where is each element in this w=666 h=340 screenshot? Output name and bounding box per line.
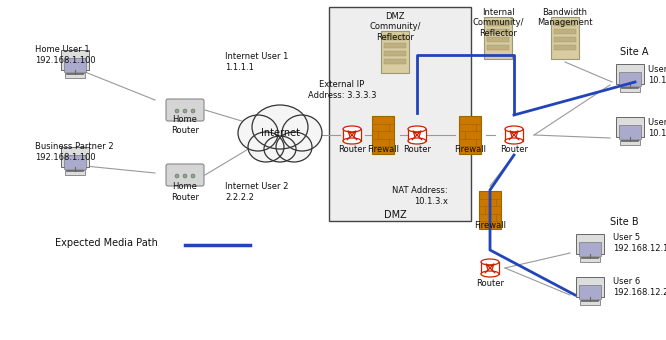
Ellipse shape — [408, 138, 426, 144]
FancyBboxPatch shape — [488, 29, 509, 34]
FancyBboxPatch shape — [64, 58, 86, 72]
FancyBboxPatch shape — [61, 50, 89, 70]
Text: DMZ: DMZ — [384, 210, 406, 220]
Ellipse shape — [282, 115, 322, 151]
FancyBboxPatch shape — [488, 37, 509, 42]
Ellipse shape — [252, 105, 308, 149]
FancyBboxPatch shape — [554, 21, 575, 26]
FancyBboxPatch shape — [484, 17, 512, 59]
Text: Home
Router: Home Router — [171, 115, 199, 135]
FancyBboxPatch shape — [554, 29, 575, 34]
FancyBboxPatch shape — [619, 125, 641, 139]
Circle shape — [183, 109, 187, 113]
Text: User 3
10.1.2.10: User 3 10.1.2.10 — [648, 65, 666, 85]
Text: User 6
192.168.12.2: User 6 192.168.12.2 — [613, 277, 666, 297]
Text: Business Partner 2
192.168.1.100: Business Partner 2 192.168.1.100 — [35, 142, 114, 162]
Circle shape — [191, 174, 195, 178]
FancyBboxPatch shape — [579, 242, 601, 256]
Text: Bandwidth
Management: Bandwidth Management — [537, 8, 593, 28]
Circle shape — [175, 174, 179, 178]
FancyBboxPatch shape — [64, 155, 86, 169]
Circle shape — [191, 109, 195, 113]
Text: Firewall: Firewall — [367, 146, 399, 154]
Ellipse shape — [264, 136, 296, 162]
Ellipse shape — [481, 271, 499, 277]
Ellipse shape — [343, 138, 361, 144]
Ellipse shape — [276, 132, 312, 162]
Text: Home
Router: Home Router — [171, 182, 199, 202]
FancyBboxPatch shape — [576, 234, 604, 254]
Ellipse shape — [408, 126, 426, 132]
FancyBboxPatch shape — [488, 45, 509, 50]
FancyBboxPatch shape — [580, 257, 600, 262]
Text: Site B: Site B — [610, 217, 639, 227]
Circle shape — [183, 174, 187, 178]
FancyBboxPatch shape — [616, 117, 644, 137]
FancyBboxPatch shape — [384, 51, 406, 56]
FancyBboxPatch shape — [616, 64, 644, 84]
Text: Home User 1
192.168.1.100: Home User 1 192.168.1.100 — [35, 45, 96, 65]
FancyBboxPatch shape — [481, 262, 499, 274]
Text: Internal
Community/
Reflector: Internal Community/ Reflector — [472, 8, 523, 38]
FancyBboxPatch shape — [61, 147, 89, 167]
FancyBboxPatch shape — [619, 72, 641, 86]
FancyBboxPatch shape — [384, 35, 406, 40]
Text: Expected Media Path: Expected Media Path — [55, 238, 158, 248]
Text: Internet: Internet — [260, 128, 300, 138]
Ellipse shape — [505, 126, 523, 132]
Text: Internet User 1
1.1.1.1: Internet User 1 1.1.1.1 — [225, 52, 288, 72]
FancyBboxPatch shape — [576, 277, 604, 297]
FancyBboxPatch shape — [384, 43, 406, 48]
FancyBboxPatch shape — [459, 116, 481, 154]
FancyBboxPatch shape — [343, 129, 361, 141]
FancyBboxPatch shape — [384, 59, 406, 64]
FancyBboxPatch shape — [408, 129, 426, 141]
FancyBboxPatch shape — [65, 170, 85, 175]
FancyBboxPatch shape — [554, 37, 575, 42]
FancyBboxPatch shape — [166, 99, 204, 121]
FancyBboxPatch shape — [551, 17, 579, 59]
FancyBboxPatch shape — [554, 45, 575, 50]
Text: DMZ
Community/
Reflector: DMZ Community/ Reflector — [369, 12, 421, 42]
Text: NAT Address:
10.1.3.x: NAT Address: 10.1.3.x — [392, 186, 448, 206]
FancyBboxPatch shape — [579, 285, 601, 299]
FancyBboxPatch shape — [381, 31, 409, 73]
Ellipse shape — [343, 126, 361, 132]
FancyBboxPatch shape — [580, 300, 600, 305]
FancyBboxPatch shape — [65, 73, 85, 78]
Text: Site A: Site A — [620, 47, 649, 57]
Ellipse shape — [238, 115, 278, 151]
Text: Router: Router — [338, 146, 366, 154]
Text: Firewall: Firewall — [474, 221, 506, 231]
Ellipse shape — [505, 138, 523, 144]
Text: Router: Router — [476, 278, 504, 288]
FancyBboxPatch shape — [479, 191, 501, 229]
Text: Internet User 2
2.2.2.2: Internet User 2 2.2.2.2 — [225, 182, 288, 202]
FancyBboxPatch shape — [620, 140, 640, 145]
Circle shape — [175, 109, 179, 113]
FancyBboxPatch shape — [329, 7, 471, 221]
FancyBboxPatch shape — [372, 116, 394, 154]
FancyBboxPatch shape — [505, 129, 523, 141]
FancyBboxPatch shape — [620, 87, 640, 92]
FancyBboxPatch shape — [166, 164, 204, 186]
Text: Router: Router — [403, 146, 431, 154]
Text: Router: Router — [500, 146, 528, 154]
FancyBboxPatch shape — [488, 21, 509, 26]
Text: External IP
Address: 3.3.3.3: External IP Address: 3.3.3.3 — [308, 80, 376, 100]
Text: User 4
10.1.2.11: User 4 10.1.2.11 — [648, 118, 666, 138]
Text: User 5
192.168.12.1: User 5 192.168.12.1 — [613, 233, 666, 253]
Ellipse shape — [248, 132, 284, 162]
Text: Firewall: Firewall — [454, 146, 486, 154]
Ellipse shape — [481, 259, 499, 265]
